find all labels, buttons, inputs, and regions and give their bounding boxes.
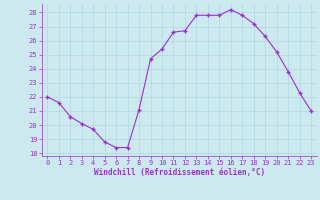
X-axis label: Windchill (Refroidissement éolien,°C): Windchill (Refroidissement éolien,°C) (94, 168, 265, 177)
